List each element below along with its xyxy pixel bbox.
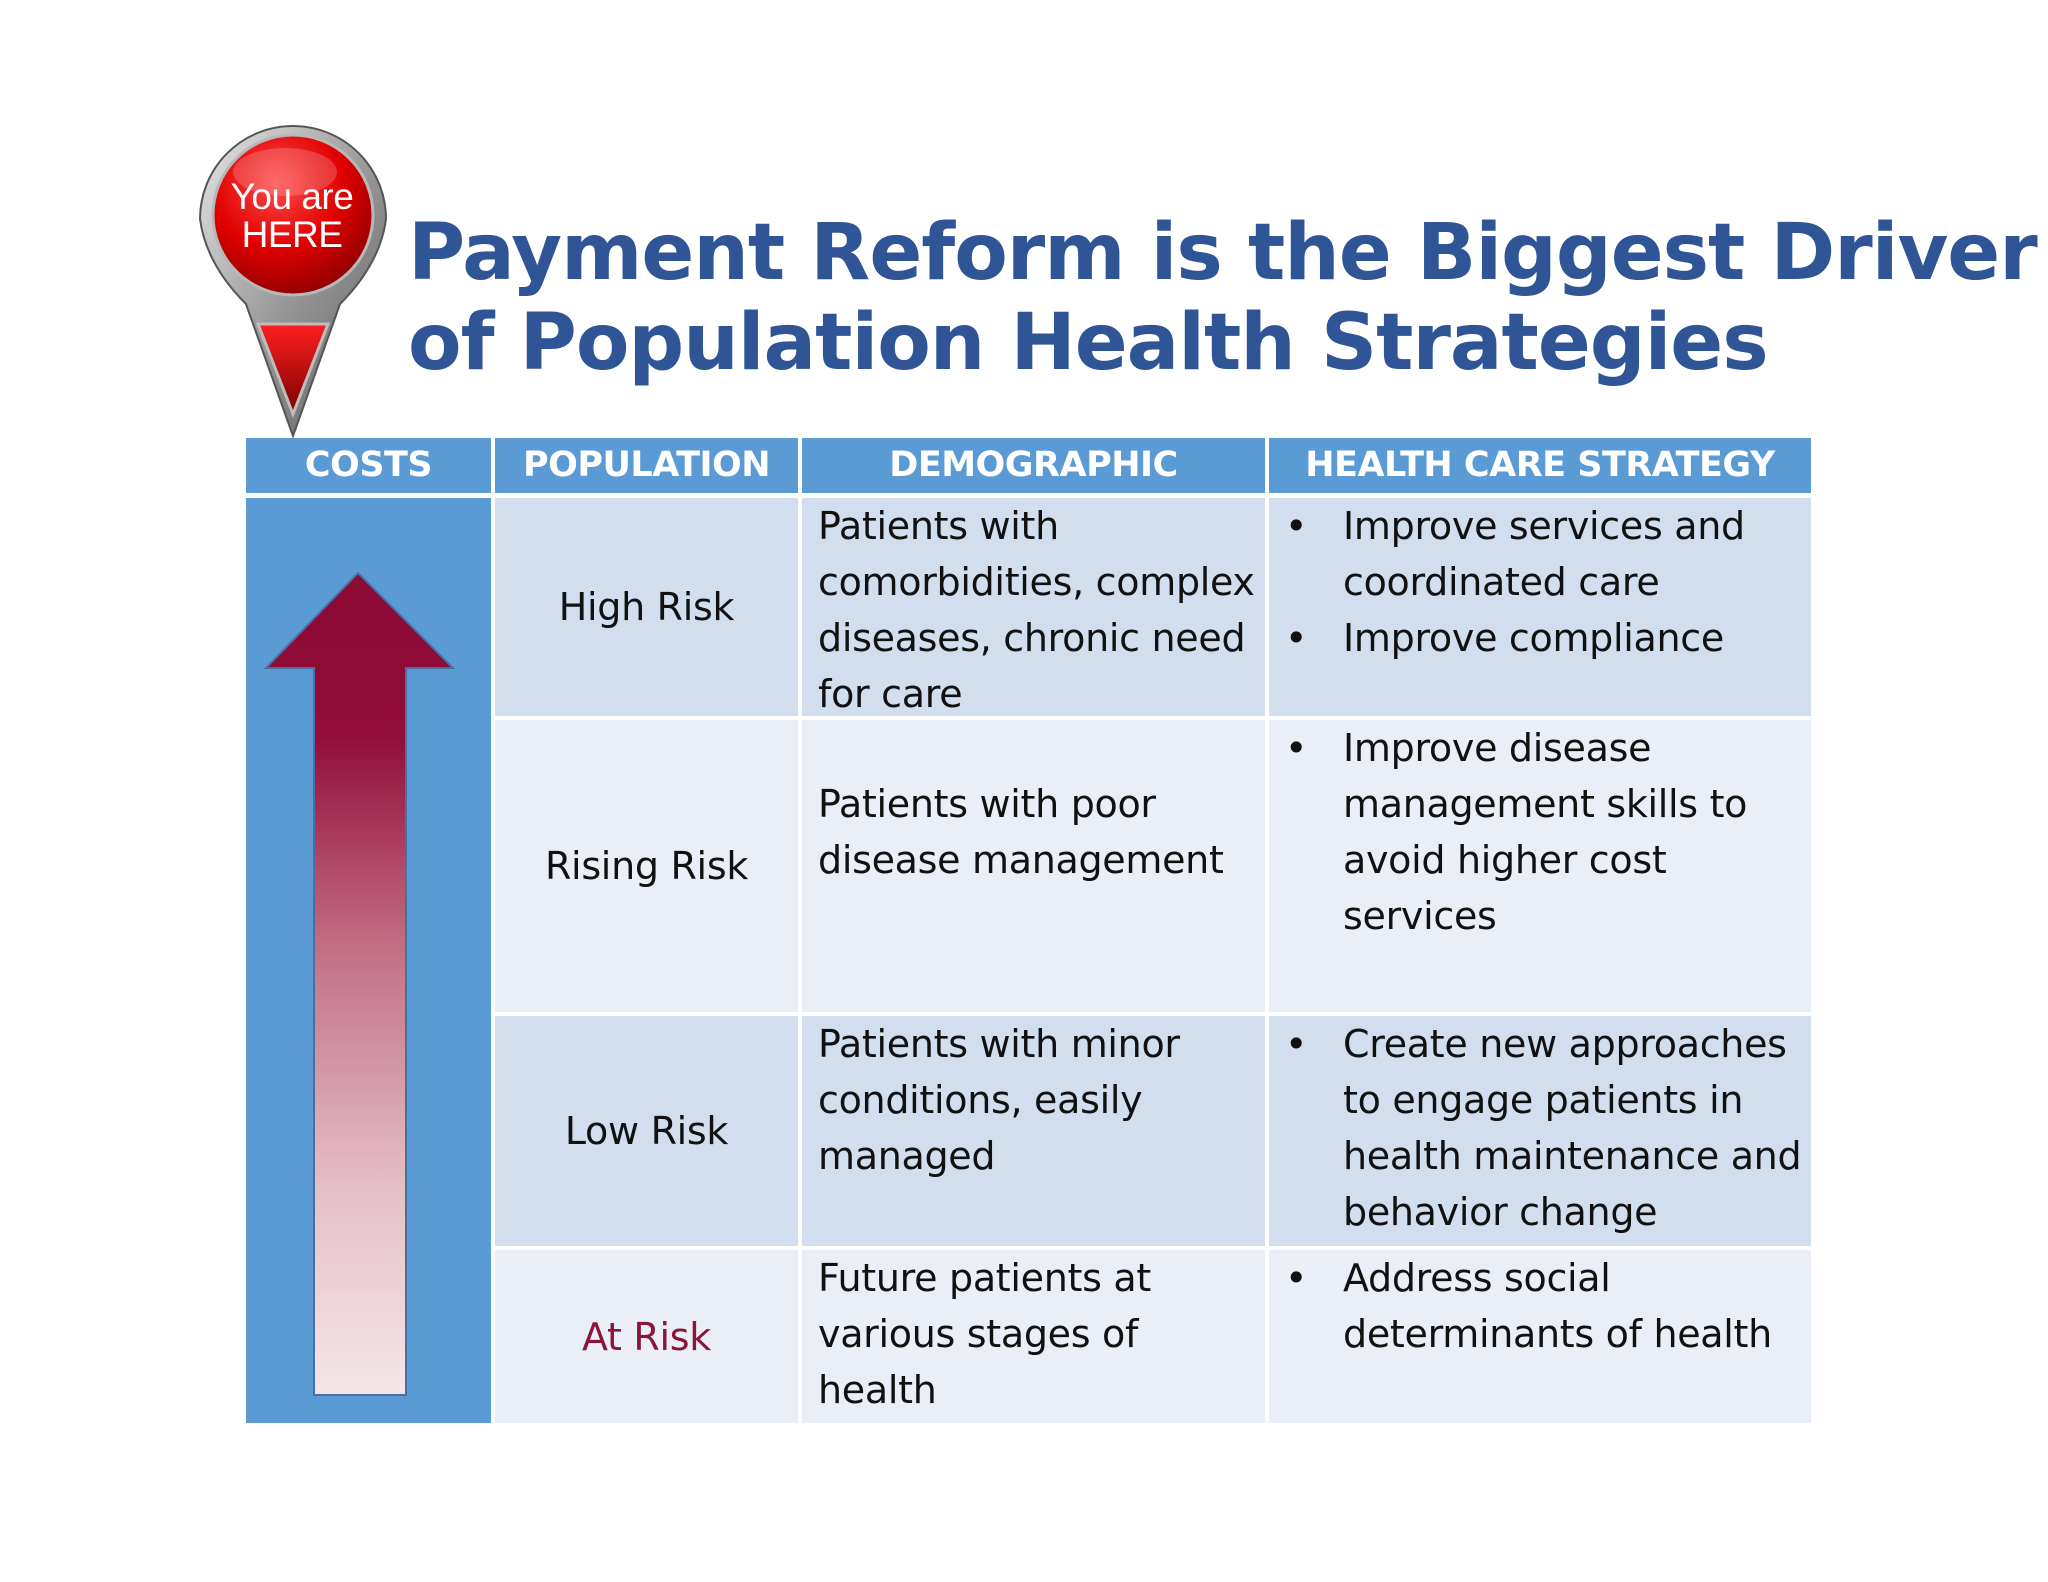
- population-high-risk: High Risk: [495, 498, 798, 716]
- title-line2: of Population Health Strategies: [408, 298, 1769, 388]
- population-rising-risk: Rising Risk: [495, 720, 798, 1012]
- strategy-item: Improve disease management skills to avo…: [1285, 720, 1811, 944]
- costs-column: [246, 498, 491, 1423]
- strategy-rising-risk: Improve disease management skills to avo…: [1269, 720, 1811, 1012]
- header-costs: COSTS: [246, 438, 491, 493]
- page-title: Payment Reform is the Biggest Driver of …: [408, 208, 2038, 388]
- pin-label-line2: HERE: [241, 214, 343, 255]
- arrow-up-icon: [263, 571, 456, 1396]
- demographic-low-risk: Patients with minor conditions, easily m…: [802, 1016, 1265, 1246]
- strategy-item: Improve services and coordinated care: [1285, 498, 1811, 610]
- strategy-item: Address social determinants of health: [1285, 1250, 1811, 1362]
- you-are-here-pin: [190, 114, 396, 439]
- header-demographic: DEMOGRAPHIC: [802, 438, 1265, 493]
- location-pin-icon: [198, 125, 388, 439]
- header-strategy: HEALTH CARE STRATEGY: [1269, 438, 1811, 493]
- strategy-high-risk: Improve services and coordinated care Im…: [1269, 498, 1811, 716]
- population-low-risk: Low Risk: [495, 1016, 798, 1246]
- pin-label: You are HERE: [206, 178, 378, 254]
- demographic-rising-risk: Patients with poor disease management: [802, 720, 1265, 1012]
- strategy-item: Improve compliance: [1285, 610, 1811, 666]
- title-line1: Payment Reform is the Biggest Driver: [408, 208, 2038, 298]
- population-at-risk: At Risk: [495, 1250, 798, 1423]
- strategy-low-risk: Create new approaches to engage patients…: [1269, 1016, 1811, 1246]
- strategy-table: COSTS POPULATION DEMOGRAPHIC HEALTH CARE…: [246, 438, 1811, 1423]
- demographic-high-risk: Patients with comorbidities, complex dis…: [802, 498, 1265, 716]
- demographic-at-risk: Future patients at various stages of hea…: [802, 1250, 1265, 1423]
- strategy-item: Create new approaches to engage patients…: [1285, 1016, 1811, 1240]
- pin-label-line1: You are: [230, 176, 354, 217]
- strategy-at-risk: Address social determinants of health: [1269, 1250, 1811, 1423]
- header-population: POPULATION: [495, 438, 798, 493]
